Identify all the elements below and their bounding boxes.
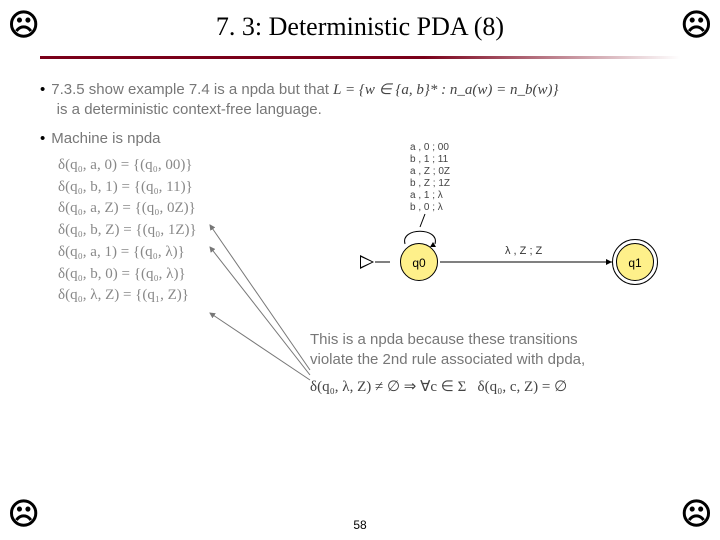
- trans-label: a , 1 ; λ: [410, 190, 450, 202]
- state-q1: q1: [616, 243, 654, 281]
- trans-label: b , 1 ; 11: [410, 154, 450, 166]
- bullet-1-post: is a deterministic context-free language…: [53, 101, 322, 118]
- note-math: δ(q₀, λ, Z) ≠ ∅ ⇒ ∀c ∈ Σ δ(q₀, c, Z) = ∅: [310, 377, 670, 397]
- self-loop-labels: a , 0 ; 00 b , 1 ; 11 a , Z ; 0Z b , Z ;…: [410, 142, 450, 214]
- bullet-dot: •: [40, 130, 45, 147]
- bullet-1-pre: 7.3.5 show example 7.4 is a npda but tha…: [51, 81, 333, 98]
- content-area: • 7.3.5 show example 7.4 is a npda but th…: [40, 80, 680, 510]
- note-line-2: violate the 2nd rule associated with dpd…: [310, 350, 670, 370]
- trans-label: a , Z ; 0Z: [410, 166, 450, 178]
- start-arrow-icon: [360, 255, 374, 269]
- bullet-2-text: Machine is npda: [51, 130, 160, 147]
- state-q0: q0: [400, 243, 438, 281]
- bullet-1: • 7.3.5 show example 7.4 is a npda but th…: [40, 80, 680, 121]
- edge-label-q0q1: λ , Z ; Z: [505, 245, 542, 257]
- note-line-1: This is a npda because these transitions: [310, 330, 670, 350]
- bullet-1-math: L = {w ∈ {a, b}* : n_a(w) = n_b(w)}: [333, 82, 558, 98]
- title-rule: [40, 56, 680, 59]
- diagram-edges: [330, 142, 690, 322]
- note-block: This is a npda because these transitions…: [310, 330, 670, 397]
- pda-diagram: a , 0 ; 00 b , 1 ; 11 a , Z ; 0Z b , Z ;…: [330, 142, 690, 322]
- trans-label: b , Z ; 1Z: [410, 178, 450, 190]
- trans-label: b , 0 ; λ: [410, 202, 450, 214]
- page-number: 58: [0, 518, 720, 532]
- trans-label: a , 0 ; 00: [410, 142, 450, 154]
- slide-title: 7. 3: Deterministic PDA (8): [0, 0, 720, 42]
- bullet-dot: •: [40, 81, 45, 98]
- corner-icon-tr: ☹: [681, 8, 712, 43]
- corner-icon-tl: ☹: [8, 8, 39, 43]
